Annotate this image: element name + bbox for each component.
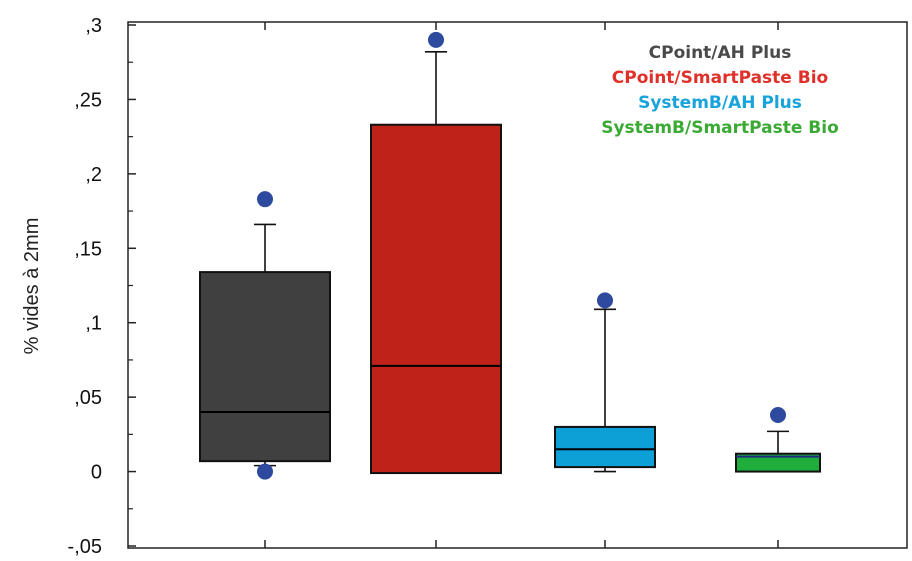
y-tick-label: ,2 [85,164,102,186]
y-tick-label: -,05 [68,536,102,558]
legend-entry: CPoint/SmartPaste Bio [612,68,828,88]
outlier-point [770,407,786,424]
legend-entry: SystemB/SmartPaste Bio [601,118,839,138]
y-tick-label: ,15 [74,238,102,260]
tick-group: ,3 ,25 ,2 ,15 ,1 ,05 0 -,05 [68,15,779,558]
outlier-point [597,292,613,309]
box-series-group [199,31,821,480]
box-2 [370,123,502,475]
outlier-point [257,463,273,480]
y-tick-label: ,3 [85,15,102,37]
legend-entry: CPoint/AH Plus [649,43,792,63]
y-tick-label: 0 [91,462,102,484]
y-tick-label: ,05 [74,387,102,409]
outlier-point [428,31,444,48]
y-tick-label: ,25 [74,89,102,111]
legend: CPoint/AH Plus CPoint/SmartPaste Bio Syste… [601,43,839,138]
outlier-point [257,191,273,208]
box-3 [554,425,656,469]
legend-entry: SystemB/AH Plus [638,93,802,113]
y-tick-label: ,1 [85,313,102,335]
box-4 [735,452,821,473]
box-1 [199,271,331,463]
y-axis-title: % vides à 2mm [21,218,43,355]
